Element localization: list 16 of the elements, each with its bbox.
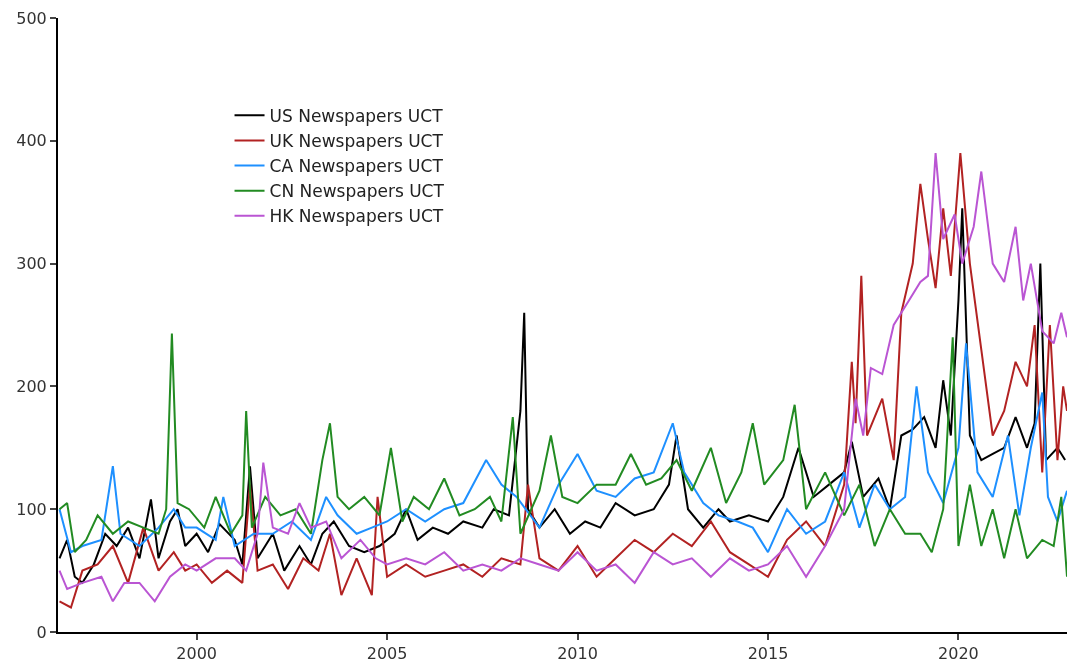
x-tick-label: 2000 — [176, 644, 218, 664]
y-tick-label: 300 — [16, 254, 47, 274]
x-tick-label: 2015 — [747, 644, 789, 664]
y-tick-label: 0 — [36, 622, 47, 642]
y-tick-label: 500 — [16, 8, 47, 28]
legend-label: CA Newspapers UCT — [269, 156, 444, 177]
x-tick-label: 2010 — [557, 644, 598, 664]
legend-label: CN Newspapers UCT — [269, 181, 445, 202]
legend-label: US Newspapers UCT — [269, 106, 444, 126]
y-tick-label: 200 — [16, 377, 47, 396]
x-tick-label: 2020 — [938, 644, 979, 664]
y-tick-label: 100 — [16, 499, 47, 519]
legend-label: UK Newspapers UCT — [269, 131, 444, 152]
y-tick-label: 400 — [16, 131, 47, 151]
legend-label: HK Newspapers UCT — [269, 206, 444, 227]
x-tick-label: 2005 — [366, 644, 408, 664]
